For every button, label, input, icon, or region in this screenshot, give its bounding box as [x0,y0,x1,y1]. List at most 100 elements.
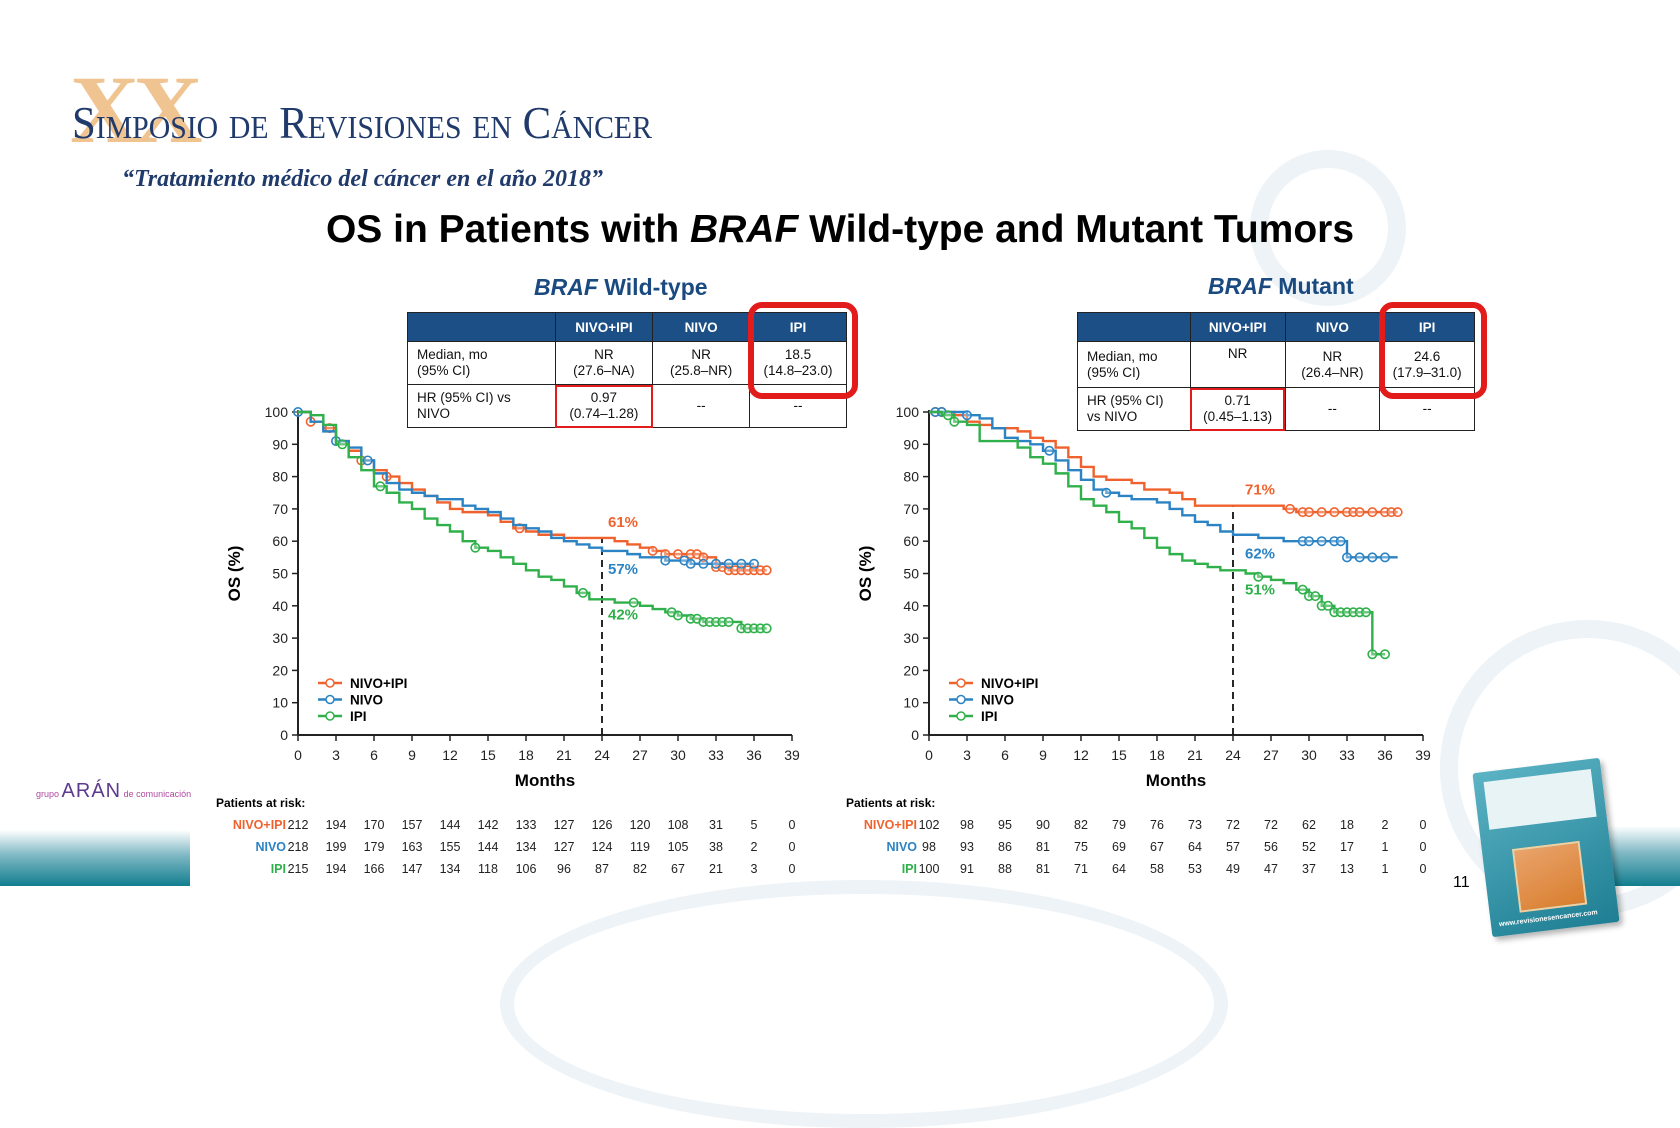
y-tick-label: 50 [272,566,288,582]
censor-mark [723,558,734,569]
censor-mark [710,558,721,569]
risk-count: 194 [325,862,347,876]
x-tick-label: 9 [1039,747,1047,763]
risk-count: 49 [1226,862,1240,876]
book-cover-image: www.revisionesencancer.com [1472,757,1620,938]
logo-title: Simposio de Revisiones en Cáncer [72,97,652,148]
risk-count: 3 [750,862,758,876]
x-tick-label: 21 [556,747,572,763]
risk-count: 67 [671,862,685,876]
risk-count: 90 [1036,818,1050,832]
y-axis-label: OS (%) [856,546,875,602]
risk-count: 57 [1226,840,1240,854]
table-cell: NR (27.6–NA) [554,341,654,385]
risk-count: 142 [477,818,499,832]
risk-count: 76 [1150,818,1164,832]
risk-count: 64 [1112,862,1126,876]
censor-mark [1044,445,1055,456]
risk-count: 120 [629,818,651,832]
y-tick-label: 90 [903,436,919,452]
censor-mark [628,597,639,608]
x-tick-label: 30 [670,747,686,763]
summary-table-wildtype: NIVO+IPI NIVO IPI Median, mo (95% CI) NR(… [407,312,847,428]
censor-mark [362,455,373,466]
risk-count: 82 [633,862,647,876]
risk-count: 118 [478,862,498,876]
risk-row-label: NIVO [886,840,917,854]
risk-row-label: IPI [901,862,917,876]
risk-count: 98 [922,840,936,854]
percent-annotation: 62% [1245,546,1275,563]
book-cover-title-area [1483,768,1597,830]
y-tick-label: 80 [272,469,288,485]
x-tick-label: 24 [594,747,610,763]
risk-count: 2 [750,840,758,854]
slide-title-gene: BRAF [689,208,799,251]
publisher-logo: grupo ARÁN de comunicación [36,780,192,802]
risk-count: 81 [1036,840,1050,854]
censor-mark [723,616,734,627]
summary-table-mutant: NIVO+IPI NIVO IPI Median, mo (95% CI) NR … [1077,312,1475,431]
legend-label: NIVO+IPI [350,676,407,691]
risk-count: 13 [1340,862,1354,876]
risk-count: 218 [287,840,309,854]
censor-mark [1380,649,1391,660]
risk-count: 134 [439,862,461,876]
risk-count: 155 [439,840,461,854]
censor-mark [1316,536,1327,547]
table-row: Median, mo (95% CI) NR NR (26.4–NR) 24.6 (1… [1077,341,1475,388]
risk-count: 93 [960,840,974,854]
footer-band-left [0,830,190,886]
legend-swatch-marker [956,678,966,688]
table-row: HR (95% CI) vs NIVO 0.71 (0.45–1.13) -- -- [1077,387,1475,431]
risk-count: 18 [1340,818,1354,832]
panel-title-gene: BRAF [1208,273,1272,299]
risk-count: 56 [1264,840,1278,854]
risk-count: 170 [363,818,385,832]
risk-count: 17 [1340,840,1354,854]
censor-mark [761,565,772,576]
y-tick-label: 70 [903,501,919,517]
risk-count: 2 [1381,818,1389,832]
censor-mark [748,558,759,569]
censor-mark [1323,600,1334,611]
table-header-cell: NIVO+IPI [554,312,654,342]
percent-annotation: 42% [608,606,638,623]
legend-swatch-marker [325,694,335,705]
book-cover-picture [1511,840,1588,913]
risk-count: 144 [477,840,499,854]
panel-title-rest: Wild-type [597,274,708,300]
risk-count: 144 [439,818,461,832]
risk-row-label: NIVO+IPI [232,818,286,832]
legend-swatch-marker [956,711,966,721]
risk-count: 105 [667,840,689,854]
y-tick-label: 90 [272,436,288,452]
risk-count: 53 [1188,862,1202,876]
x-tick-label: 9 [408,747,416,763]
risk-count: 64 [1188,840,1202,854]
risk-count: 124 [591,840,613,854]
x-tick-label: 15 [1111,747,1127,763]
risk-count: 163 [401,840,423,854]
percent-annotation: 51% [1245,581,1275,598]
slide-title: OS in Patients with BRAF Wild-type and M… [0,208,1680,252]
y-tick-label: 40 [272,598,288,614]
x-tick-label: 3 [332,747,340,763]
censor-mark [1329,507,1340,518]
table-cell: -- [749,384,847,428]
risk-count: 86 [998,840,1012,854]
logo-subtitle: “Tratamiento médico del cáncer en el año… [122,166,604,192]
risk-count: 96 [557,862,571,876]
percent-annotation: 71% [1245,482,1275,499]
y-tick-label: 10 [272,695,288,711]
y-tick-label: 100 [896,404,920,420]
logo-numeral: XX [70,56,203,163]
risk-row-label: NIVO [255,840,286,854]
x-tick-label: 6 [370,747,378,763]
y-tick-label: 0 [280,727,288,743]
risk-count: 126 [591,818,613,832]
censor-mark [961,410,972,421]
table-header-cell [1077,312,1191,342]
censor-mark [1367,649,1378,660]
table-header-cell [407,312,556,342]
